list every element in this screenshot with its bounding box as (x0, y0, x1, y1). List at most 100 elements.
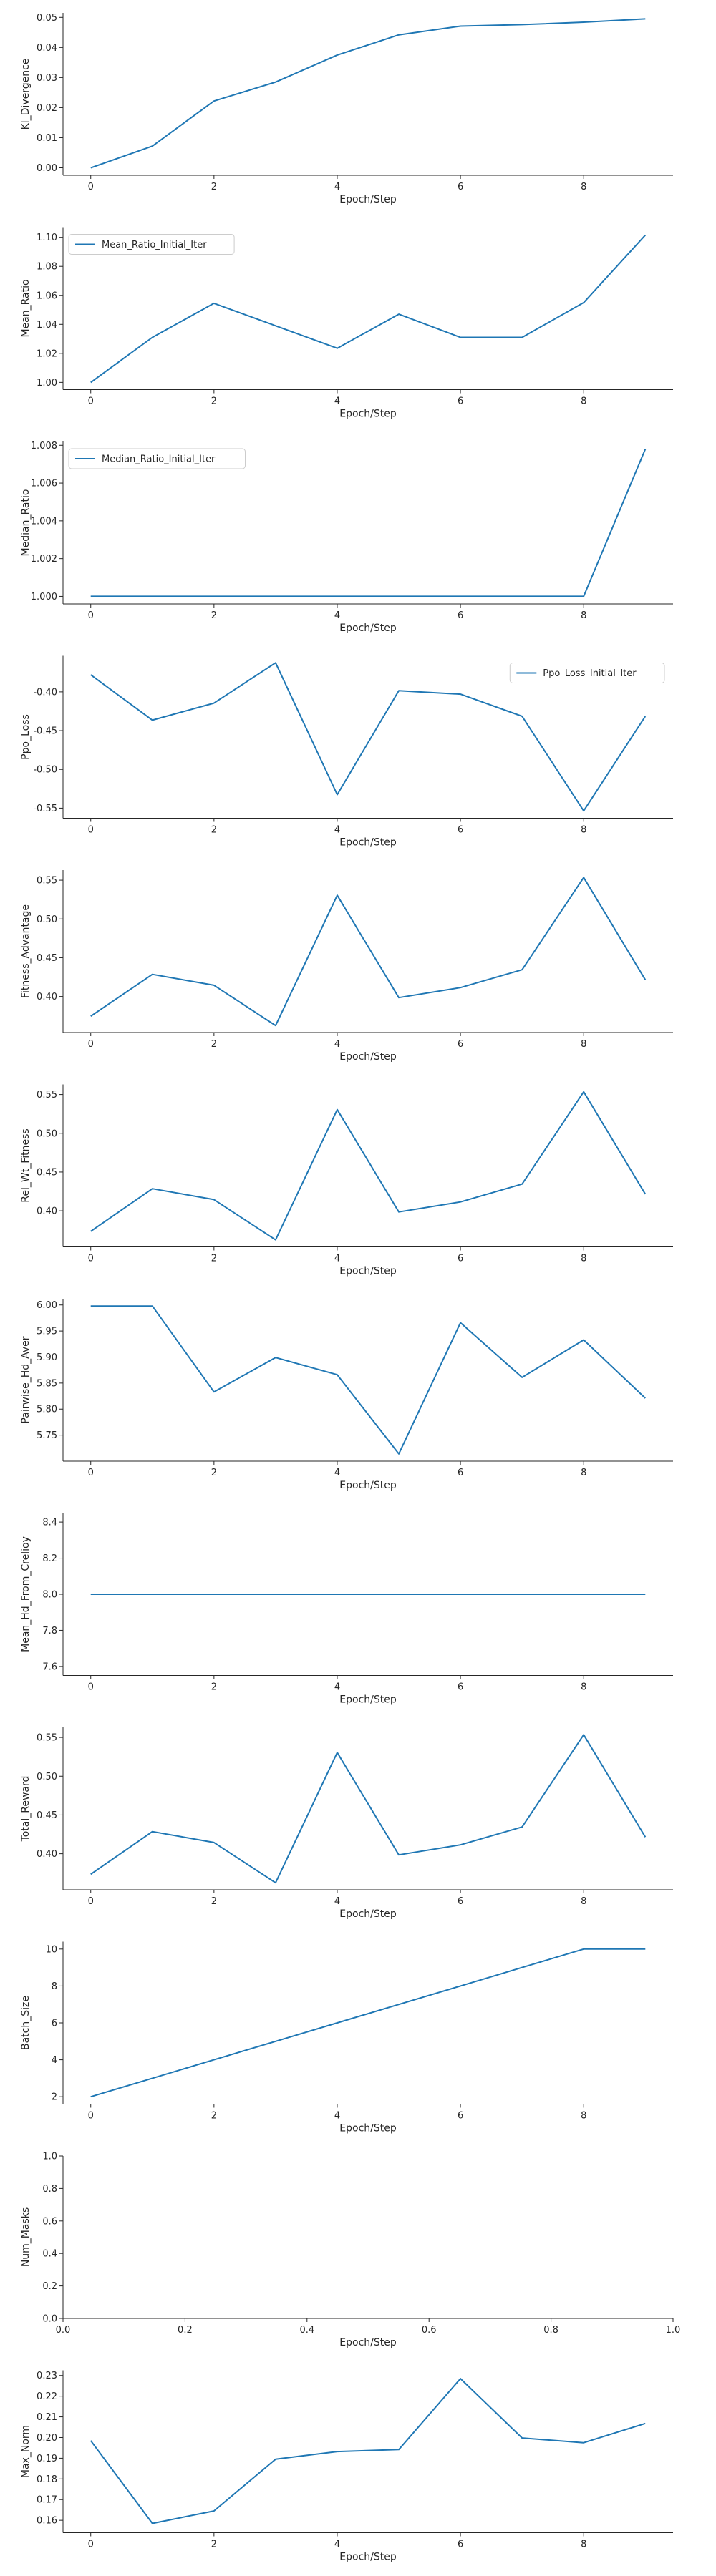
x-tick-label: 8 (581, 2111, 586, 2122)
legend-label: Median_Ratio_Initial_Iter (102, 454, 216, 465)
y-tick-label: 5.80 (37, 1405, 57, 1415)
legend-label: Ppo_Loss_Initial_Iter (543, 668, 637, 679)
y-tick-label: 0.18 (37, 2474, 57, 2485)
x-axis-label: Epoch/Step (339, 1694, 397, 1706)
y-tick-label: 0.40 (37, 1849, 57, 1860)
y-tick-label: 0.55 (37, 1090, 57, 1101)
x-tick-label: 0.0 (56, 2325, 71, 2336)
x-tick-label: 2 (211, 1896, 217, 1907)
series-line (90, 1305, 646, 1455)
y-axis-label: Num_Masks (20, 2207, 32, 2267)
x-tick-label: 0 (88, 1896, 94, 1907)
series-line (90, 1091, 647, 1241)
y-tick-label: 6.00 (37, 1300, 57, 1311)
y-tick-label: 5.75 (37, 1430, 57, 1441)
y-tick-label: 1.04 (37, 320, 57, 331)
y-tick-label: 0.45 (37, 1167, 57, 1178)
chart-panel-7: 0 2 4 6 8 5.75 5.80 5.85 5.90 5.95 6.00 Epoch/Step P… (20, 1299, 673, 1491)
x-axis-label: Epoch/Step (339, 1051, 397, 1063)
chart-panel-8: 0 2 4 6 8 7.6 7.8 8.0 8.2 8.4 Epoch/Step Mean_Hd_Fr… (20, 1513, 673, 1706)
y-tick-label: 0.03 (37, 73, 57, 84)
x-tick-label: 0 (88, 1682, 94, 1693)
x-tick-label: 0 (88, 396, 94, 407)
chart-panel-5: 0 2 4 6 8 0.40 0.45 0.50 0.55 Epoch/Step Fitness_A… (20, 870, 673, 1063)
x-tick-label: 4 (334, 182, 340, 192)
y-tick-label: 1.002 (31, 554, 57, 565)
legend-box (68, 448, 246, 469)
y-tick-label: 0.2 (42, 2281, 57, 2292)
y-tick-label: 1.00 (37, 378, 57, 389)
y-axis-label: Mean_Hd_From_Crelioy (20, 1536, 32, 1652)
x-tick-label: 2 (211, 1682, 217, 1693)
series-line (90, 234, 647, 384)
x-tick-label: 8 (581, 610, 586, 621)
y-tick-label: 0.0 (42, 2314, 57, 2325)
x-tick-label: 6 (458, 1468, 463, 1478)
x-tick-label: 8 (581, 1896, 586, 1907)
y-tick-label: 1.10 (37, 233, 57, 243)
x-tick-label: 6 (458, 825, 463, 836)
series-line (90, 2378, 646, 2524)
x-tick-label: 2 (211, 396, 217, 407)
y-tick-label: 8.4 (42, 1518, 57, 1528)
y-axis-label: Kl_Divergence (20, 59, 32, 130)
x-tick-label: 6 (458, 2540, 463, 2550)
y-tick-label: 0.45 (37, 953, 57, 964)
chart-panel-11: 0.0 0.2 0.4 0.6 0.8 1.0 0.0 0.2 0.4 0.6 0.8 1.0 Epoc… (20, 2152, 680, 2349)
y-tick-label: 0.55 (37, 876, 57, 887)
y-tick-label: 0.45 (37, 1810, 57, 1821)
y-tick-label: 1.008 (31, 441, 57, 452)
y-tick-label: 1.0 (42, 2152, 57, 2162)
y-tick-label: 0.19 (37, 2454, 57, 2464)
y-tick-label: 0.40 (37, 1206, 57, 1217)
x-tick-label: 0 (88, 1254, 94, 1264)
y-axis-label: Median_Ratio (20, 489, 32, 557)
x-tick-label: 4 (334, 1254, 340, 1264)
x-axis-label: Epoch/Step (339, 2337, 397, 2348)
x-tick-label: 2 (211, 610, 217, 621)
x-tick-label: 6 (458, 1682, 463, 1693)
x-tick-label: 2 (211, 1039, 217, 1050)
series-line (90, 662, 647, 812)
chart-panel-1: 0 2 4 6 8 0.00 0.01 0.02 0.03 0.04 0.05 Epoch/Step K… (20, 13, 673, 205)
y-tick-label: -0.50 (33, 765, 57, 776)
x-axis-label: Epoch/Step (339, 837, 397, 849)
y-tick-label: 0.05 (37, 13, 57, 24)
x-axis-label: Epoch/Step (339, 1266, 397, 1277)
y-tick-label: 1.004 (31, 516, 57, 527)
x-tick-label: 4 (334, 825, 340, 836)
x-tick-label: 4 (334, 2540, 340, 2550)
y-axis-label: Fitness_Advantage (20, 904, 32, 998)
x-tick-label: 0 (88, 1468, 94, 1478)
y-tick-label: 8.2 (42, 1553, 57, 1564)
y-tick-label: 1.08 (37, 262, 57, 273)
chart-panel-9: 0 2 4 6 8 0.40 0.45 0.50 0.55 Epoch/Step Total_Rew… (20, 1727, 673, 1920)
y-tick-label: 0.50 (37, 914, 57, 925)
y-tick-label: 0.23 (37, 2371, 57, 2381)
y-tick-label: 0.55 (37, 1733, 57, 1744)
chart-panel-4: 0 2 4 6 8 -0.40 -0.45 -0.50 -0.55 Epoch/Step Ppo_L… (20, 655, 673, 849)
y-tick-label: 5.90 (37, 1352, 57, 1363)
legend-label: Mean_Ratio_Initial_Iter (102, 240, 207, 250)
y-tick-label: 2 (52, 2092, 57, 2103)
y-tick-label: 0.4 (42, 2249, 57, 2260)
x-tick-label: 0 (88, 610, 94, 621)
chart-panel-3: 0 2 4 6 8 1.000 1.002 1.004 1.006 1.008 Epoch/Step… (20, 441, 673, 634)
x-axis-label: Epoch/Step (339, 2123, 397, 2135)
y-tick-label: 6 (52, 2019, 57, 2029)
x-tick-label: 2 (211, 2111, 217, 2122)
x-tick-label: 6 (458, 396, 463, 407)
y-tick-label: 10 (45, 1944, 57, 1955)
x-tick-label: 0.4 (299, 2325, 314, 2336)
x-tick-label: 2 (211, 2540, 217, 2550)
chart-panel-6: 0 2 4 6 8 0.40 0.45 0.50 0.55 Epoch/Step Rel_Wt_Fi… (20, 1084, 673, 1277)
chart-panel-12: 0 2 4 6 8 0.16 0.17 0.18 0.19 0.20 0.21 0.22 0.23 Epo… (20, 2370, 673, 2563)
y-axis-label: Total_Reward (20, 1776, 32, 1843)
x-tick-label: 4 (334, 1896, 340, 1907)
y-tick-label: 8.0 (42, 1590, 57, 1601)
legend-box (509, 663, 665, 683)
x-tick-label: 6 (458, 610, 463, 621)
series-line (90, 1734, 647, 1884)
y-tick-label: 0.16 (37, 2516, 57, 2527)
y-tick-label: 0.01 (37, 133, 57, 144)
